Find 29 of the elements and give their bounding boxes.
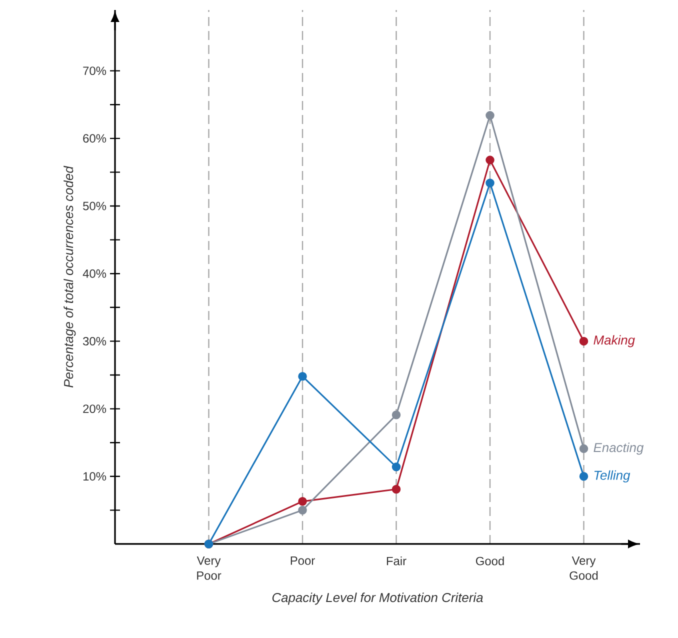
point [579, 444, 588, 454]
series-label: Telling [594, 470, 630, 482]
y-tick-label: 50% [83, 202, 106, 210]
x-tick-label: Very Good [570, 556, 598, 580]
y-tick-label: 30% [83, 336, 106, 346]
x-tick-label: Very Poor [196, 556, 222, 580]
y-tick-label: 10% [83, 472, 106, 481]
point [579, 472, 588, 481]
y-tick-label: 20% [83, 404, 106, 414]
y-tick-label: 70% [83, 66, 106, 76]
x-axis-title: Capacity Level for Motivation Criteria [272, 592, 483, 605]
x-tick-label: Good [476, 556, 504, 566]
y-tick-label: 40% [82, 269, 106, 278]
point [298, 497, 307, 506]
point [579, 336, 588, 346]
point [486, 156, 494, 164]
point [392, 410, 401, 420]
y-tick-label: 60% [83, 134, 106, 143]
series-label: Making [594, 335, 635, 348]
y-axis-title: Percentage of total occurrences coded [64, 166, 76, 388]
point [486, 111, 494, 120]
point [298, 506, 307, 515]
series-label: Enacting [594, 442, 644, 455]
point [392, 462, 401, 472]
point [392, 484, 401, 494]
x-tick-label: Fair [386, 556, 406, 566]
point [298, 372, 307, 381]
point [486, 178, 494, 188]
x-tick-label: Poor [290, 556, 315, 565]
